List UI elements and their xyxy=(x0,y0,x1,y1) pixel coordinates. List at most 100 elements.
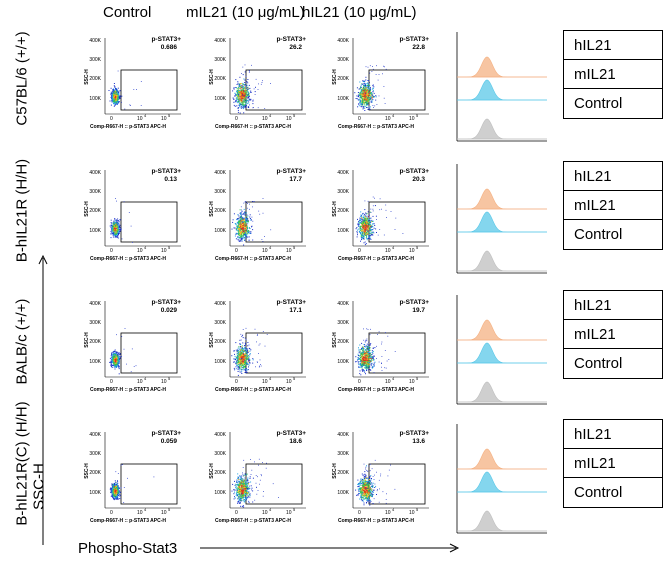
event-dot xyxy=(366,343,368,345)
event-dot xyxy=(368,360,370,362)
event-dot xyxy=(247,361,249,363)
event-dot xyxy=(243,92,245,94)
event-dot xyxy=(118,101,120,103)
event-dot xyxy=(244,221,246,223)
event-dot xyxy=(114,226,116,228)
event-dot xyxy=(241,373,243,374)
y-tick-label: 400K xyxy=(214,38,226,44)
event-dot xyxy=(117,356,119,358)
event-dot xyxy=(361,97,363,99)
event-dot xyxy=(370,355,372,357)
event-dot xyxy=(243,112,245,114)
event-dot xyxy=(376,232,377,233)
event-dot xyxy=(362,352,364,354)
scatter-panel: p-STAT3+ 0.029 400K 300K 200K 100K 0 10 4 10 5 Comp… xyxy=(84,297,185,401)
event-dot xyxy=(241,350,243,352)
event-dot xyxy=(358,347,359,349)
event-dot xyxy=(248,94,250,96)
event-dot xyxy=(369,65,371,67)
event-dot xyxy=(242,233,244,235)
event-dot xyxy=(239,230,241,232)
event-dot xyxy=(363,81,365,83)
event-dot xyxy=(117,95,119,97)
event-dot xyxy=(365,85,366,87)
event-dot xyxy=(235,233,237,235)
event-dot xyxy=(366,92,368,93)
event-dot xyxy=(244,214,246,216)
event-dot xyxy=(240,104,242,106)
event-dot xyxy=(362,360,364,362)
event-dot xyxy=(241,101,243,103)
event-dot xyxy=(113,225,115,226)
event-dot xyxy=(370,87,371,89)
scatter-plot xyxy=(104,301,181,378)
event-dot xyxy=(236,87,238,89)
event-dot xyxy=(244,103,246,105)
event-dot xyxy=(361,354,363,356)
event-dot xyxy=(370,221,372,223)
event-dot xyxy=(244,91,246,93)
event-dot xyxy=(249,99,251,100)
event-dot xyxy=(112,231,114,233)
event-dot xyxy=(237,95,239,97)
event-dot xyxy=(249,203,250,205)
event-dot xyxy=(363,360,365,362)
x-tick-label: 10 xyxy=(262,248,268,254)
event-dot xyxy=(119,227,121,229)
event-dot xyxy=(235,342,237,344)
event-dot xyxy=(112,93,114,95)
event-dot xyxy=(117,359,119,361)
event-dot xyxy=(251,216,253,218)
event-dot xyxy=(118,220,119,222)
event-dot xyxy=(246,87,248,89)
event-dot xyxy=(369,344,371,346)
event-dot xyxy=(249,231,251,233)
event-dot xyxy=(386,217,387,218)
event-dot xyxy=(244,225,246,227)
event-dot xyxy=(261,82,263,83)
event-dot xyxy=(239,215,241,217)
event-dot xyxy=(115,225,117,227)
event-dot xyxy=(379,209,381,211)
event-dot xyxy=(113,234,115,236)
event-dot xyxy=(238,83,240,85)
event-dot xyxy=(118,368,120,370)
event-dot xyxy=(238,240,240,242)
event-dot xyxy=(113,91,115,93)
dot-cloud xyxy=(109,198,133,243)
event-dot xyxy=(367,93,369,95)
event-dot xyxy=(363,222,365,224)
event-dot xyxy=(236,89,238,91)
event-dot xyxy=(240,239,242,241)
event-dot xyxy=(113,95,115,97)
event-dot xyxy=(362,91,364,92)
event-dot xyxy=(117,98,119,100)
event-dot xyxy=(370,93,372,95)
event-dot xyxy=(248,227,250,229)
event-dot xyxy=(364,354,366,356)
event-dot xyxy=(237,371,239,372)
event-dot xyxy=(245,348,247,350)
event-dot xyxy=(240,363,242,365)
event-dot xyxy=(121,95,123,97)
event-dot xyxy=(368,96,369,98)
event-dot xyxy=(246,228,248,230)
event-dot xyxy=(367,225,369,227)
x-tick-exponent: 4 xyxy=(392,113,395,118)
event-dot xyxy=(366,94,368,96)
event-dot xyxy=(242,82,244,84)
event-dot xyxy=(362,230,364,232)
event-dot xyxy=(113,360,115,362)
event-dot xyxy=(264,345,266,347)
event-dot xyxy=(364,216,366,218)
scatter-plot xyxy=(104,170,181,247)
event-dot xyxy=(239,92,241,94)
event-dot xyxy=(244,365,246,367)
event-dot xyxy=(252,239,254,241)
event-dot xyxy=(366,357,368,359)
event-dot xyxy=(364,354,366,356)
event-dot xyxy=(372,205,374,207)
event-dot xyxy=(368,214,370,216)
gate-value: 0.029 xyxy=(160,307,177,314)
event-dot xyxy=(233,88,235,90)
